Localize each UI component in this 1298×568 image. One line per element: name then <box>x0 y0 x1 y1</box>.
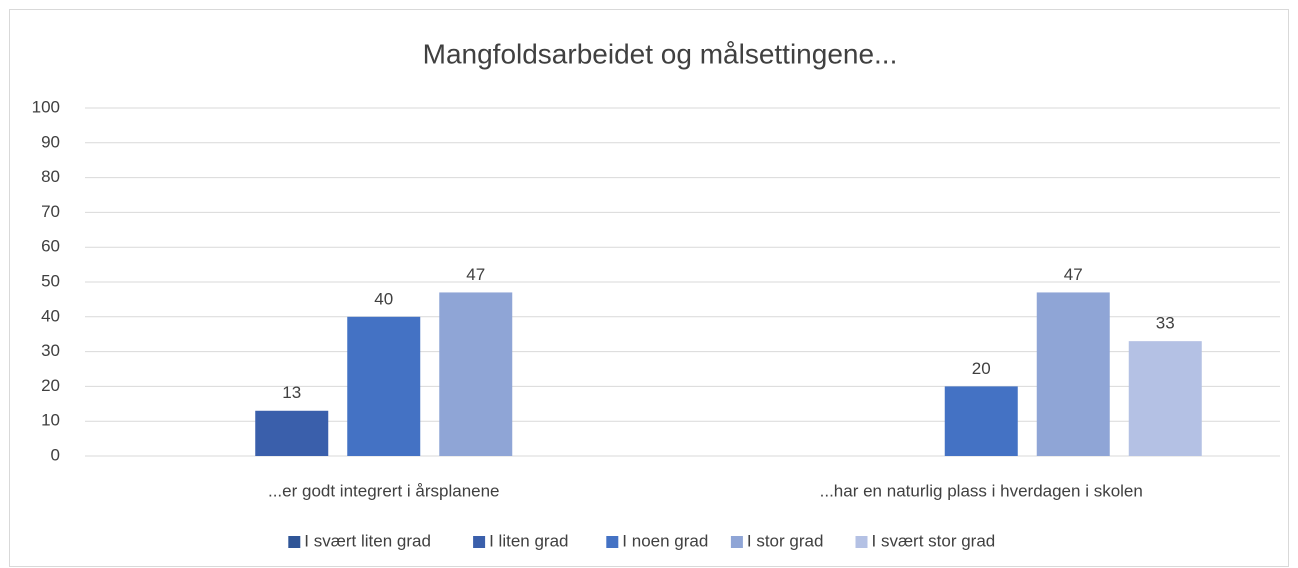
y-tick-label: 20 <box>41 376 60 395</box>
y-tick-label: 60 <box>41 237 60 256</box>
legend-label: I svært stor grad <box>872 531 996 550</box>
bar <box>439 292 513 456</box>
y-tick-label: 30 <box>41 341 60 360</box>
legend-swatch <box>730 536 743 548</box>
y-tick-label: 100 <box>32 97 60 116</box>
bar <box>255 410 329 456</box>
data-label: 33 <box>1156 314 1175 333</box>
bar <box>944 386 1018 456</box>
y-tick-label: 40 <box>41 306 60 325</box>
legend-label: I stor grad <box>747 531 824 550</box>
chart-border <box>9 9 1289 567</box>
y-tick-label: 90 <box>41 132 60 151</box>
bar <box>1036 292 1110 456</box>
legend-label: I liten grad <box>489 531 568 550</box>
y-tick-label: 50 <box>41 271 60 290</box>
legend-swatch <box>288 536 301 548</box>
legend-label: I svært liten grad <box>304 531 431 550</box>
data-label: 40 <box>374 289 393 308</box>
x-tick-label: ...er godt integrert i årsplanene <box>268 481 500 500</box>
y-tick-label: 10 <box>41 411 60 430</box>
bar <box>347 316 421 456</box>
y-tick-label: 0 <box>51 445 60 464</box>
x-tick-label: ...har en naturlig plass i hverdagen i s… <box>820 481 1143 500</box>
y-tick-label: 80 <box>41 167 60 186</box>
bar <box>1128 341 1202 456</box>
y-tick-label: 70 <box>41 202 60 221</box>
legend-swatch <box>855 536 868 548</box>
legend-swatch <box>606 536 619 548</box>
legend-label: I noen grad <box>622 531 708 550</box>
legend-swatch <box>473 536 486 548</box>
data-label: 47 <box>1064 265 1083 284</box>
data-label: 13 <box>282 383 301 402</box>
data-label: 47 <box>466 265 485 284</box>
data-label: 20 <box>972 359 991 378</box>
chart-title: Mangfoldsarbeidet og målsettingene... <box>423 38 898 69</box>
